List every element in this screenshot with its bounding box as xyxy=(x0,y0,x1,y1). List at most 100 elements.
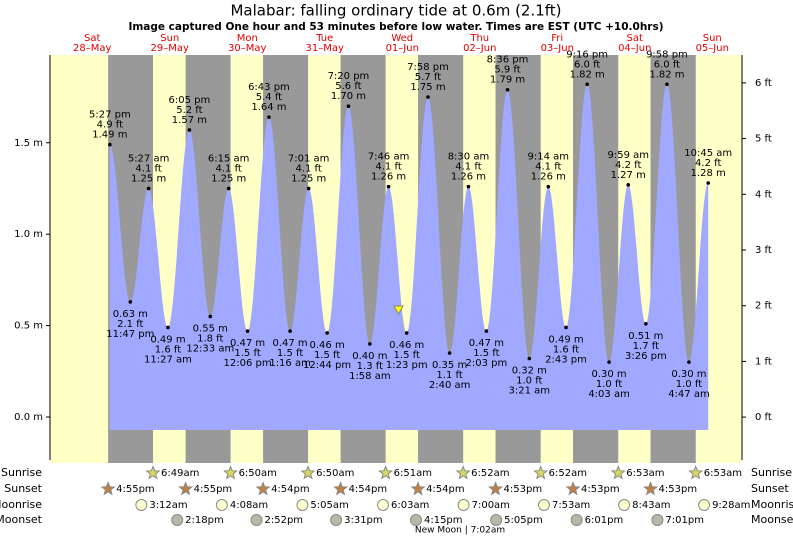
tide-height: 0.55 m xyxy=(193,323,228,334)
row-label: Moonset xyxy=(751,513,793,526)
sunset-icon xyxy=(333,481,349,496)
tide-point xyxy=(546,184,551,189)
tide-ft: 1.1 ft xyxy=(436,370,462,381)
tide-ft: 1.0 ft xyxy=(596,379,622,390)
tide-ft: 4.2 ft xyxy=(615,160,641,171)
tide-height: 1.57 m xyxy=(172,115,207,126)
tide-point xyxy=(484,329,489,333)
moonrise-icon xyxy=(377,499,390,511)
tide-point xyxy=(267,115,271,119)
tide-ft: 4.1 ft xyxy=(455,162,481,173)
tide-ft: 4.9 ft xyxy=(97,120,123,131)
moonset-time: 2:18pm xyxy=(185,515,224,526)
tide-point xyxy=(288,329,292,333)
sunset-time: 4:54pm xyxy=(349,484,388,495)
tide-time: 7:20 pm xyxy=(328,71,370,82)
tide-height: 1.26 m xyxy=(371,172,406,183)
tide-point xyxy=(208,314,213,319)
row-label: Sunset xyxy=(751,482,789,495)
tide-point xyxy=(306,186,311,191)
tide-time: 9:14 am xyxy=(528,152,570,163)
moonrise-icon xyxy=(618,499,631,511)
sunset-icon xyxy=(410,481,426,496)
tide-time: 11:47 pm xyxy=(106,329,154,340)
tide-height: 1.82 m xyxy=(649,69,684,80)
tide-ft: 6.0 ft xyxy=(654,59,680,70)
day-name: Sun xyxy=(703,33,722,44)
tide-point xyxy=(166,325,170,330)
sunrise-time: 6:53am xyxy=(626,468,664,479)
tide-ft: 4.1 ft xyxy=(135,163,161,174)
sunrise-time: 6:53am xyxy=(704,468,742,479)
tide-time: 8:30 am xyxy=(448,152,490,163)
tide-point xyxy=(386,184,391,189)
day-name: Thu xyxy=(469,33,489,44)
sunrise-icon xyxy=(378,465,394,480)
row-label: Sunrise xyxy=(1,466,42,479)
moonset-icon xyxy=(490,514,503,526)
day-name: Sat xyxy=(627,33,643,44)
sunrise-icon xyxy=(533,465,549,480)
tide-time: 3:21 am xyxy=(509,386,551,397)
sunset-icon xyxy=(565,481,581,496)
chart-subtitle: Image captured One hour and 53 minutes b… xyxy=(128,21,663,33)
tide-time: 2:43 pm xyxy=(545,354,587,365)
moonrise-icon xyxy=(537,499,550,511)
tide-point xyxy=(346,104,351,108)
tide-time: 2:03 pm xyxy=(466,358,508,369)
tide-point xyxy=(626,183,631,187)
tide-ft: 1.3 ft xyxy=(357,361,383,372)
tide-time: 1:16 am xyxy=(269,358,311,369)
tide-ft: 1.5 ft xyxy=(234,348,260,359)
moonrise-time: 4:08am xyxy=(230,500,268,511)
tide-ft: 1.7 ft xyxy=(633,341,659,352)
tide-point xyxy=(404,331,409,335)
tide-ft: 4.1 ft xyxy=(535,162,561,173)
y2-tick-label: 4 ft xyxy=(755,189,772,200)
tide-ft: 4.1 ft xyxy=(375,162,401,173)
new-moon: New Moon | 7:02am xyxy=(415,526,505,536)
tide-time: 9:58 pm xyxy=(646,49,688,60)
moonrise-time: 8:43am xyxy=(632,500,670,511)
moonset-time: 4:15pm xyxy=(424,515,463,526)
sunset-icon xyxy=(100,481,116,496)
moonrise-icon xyxy=(215,499,228,511)
y-tick-label: 1.5 m xyxy=(14,138,43,149)
tide-point xyxy=(146,186,151,191)
sunrise-icon xyxy=(300,465,316,480)
tide-time: 3:26 pm xyxy=(625,351,667,362)
sunset-icon xyxy=(642,481,658,496)
sunrise-time: 6:50am xyxy=(239,468,277,479)
sunrise-icon xyxy=(145,465,161,480)
tide-ft: 1.5 ft xyxy=(277,348,303,359)
tide-height: 0.47 m xyxy=(272,338,307,349)
tide-height: 0.40 m xyxy=(352,351,387,362)
tide-height: 0.35 m xyxy=(432,360,467,371)
sunset-time: 4:54pm xyxy=(426,484,465,495)
tide-ft: 4.1 ft xyxy=(295,163,321,174)
moonset-icon xyxy=(330,514,343,526)
tide-point xyxy=(466,184,471,189)
tide-time: 7:58 pm xyxy=(407,62,449,73)
tide-height: 1.26 m xyxy=(531,172,566,183)
tide-time: 6:05 pm xyxy=(169,95,211,106)
y2-tick-label: 1 ft xyxy=(755,356,772,367)
moonset-time: 6:01pm xyxy=(585,515,624,526)
y-tick-label: 1.0 m xyxy=(14,229,43,240)
tide-ft: 1.6 ft xyxy=(553,344,579,355)
tide-ft: 1.5 ft xyxy=(314,350,340,361)
sunset-icon xyxy=(178,481,194,496)
tide-height: 1.25 m xyxy=(131,173,166,184)
tide-height: 0.30 m xyxy=(591,369,626,380)
tide-time: 7:01 am xyxy=(288,153,330,164)
sunrise-time: 6:51am xyxy=(394,468,432,479)
tide-ft: 4.2 ft xyxy=(695,158,721,169)
tide-height: 1.82 m xyxy=(570,69,605,80)
tide-ft: 4.1 ft xyxy=(216,163,242,174)
day-date: 29–May xyxy=(151,43,189,54)
sunrise-icon xyxy=(455,465,471,480)
tide-time: 10:45 am xyxy=(684,148,732,159)
y-tick-label: 0.5 m xyxy=(14,321,43,332)
tide-height: 1.75 m xyxy=(410,82,445,93)
